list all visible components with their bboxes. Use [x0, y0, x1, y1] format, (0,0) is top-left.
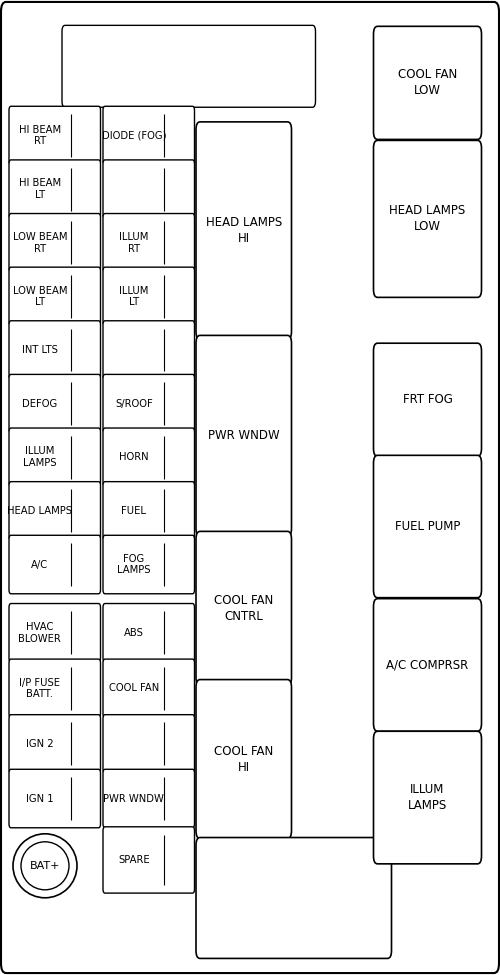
FancyBboxPatch shape: [9, 267, 101, 326]
Text: BAT+: BAT+: [30, 861, 60, 871]
Text: HEAD LAMPS
HI: HEAD LAMPS HI: [206, 216, 282, 245]
Text: LOW BEAM
RT: LOW BEAM RT: [12, 232, 67, 254]
FancyBboxPatch shape: [9, 160, 101, 218]
Text: PWR WNDW: PWR WNDW: [104, 794, 164, 803]
Text: COOL FAN
CNTRL: COOL FAN CNTRL: [214, 594, 274, 623]
FancyBboxPatch shape: [196, 335, 292, 536]
FancyBboxPatch shape: [374, 26, 482, 139]
Text: ILLUM
LAMPS: ILLUM LAMPS: [408, 783, 447, 812]
Text: ILLUM
RT: ILLUM RT: [119, 232, 148, 254]
Text: FUEL PUMP: FUEL PUMP: [395, 520, 460, 533]
Text: ILLUM
LAMPS: ILLUM LAMPS: [23, 447, 56, 468]
Text: IGN 1: IGN 1: [26, 794, 54, 803]
FancyBboxPatch shape: [9, 535, 101, 594]
FancyBboxPatch shape: [196, 838, 392, 958]
FancyBboxPatch shape: [9, 769, 101, 828]
Text: DIODE (FOG): DIODE (FOG): [102, 131, 166, 140]
Text: DEFOG: DEFOG: [22, 399, 58, 409]
FancyBboxPatch shape: [103, 374, 194, 433]
Text: ILLUM
LT: ILLUM LT: [119, 286, 148, 307]
Text: FOG
LAMPS: FOG LAMPS: [117, 554, 150, 575]
Text: HI BEAM
RT: HI BEAM RT: [19, 125, 61, 146]
Text: LOW BEAM
LT: LOW BEAM LT: [12, 286, 67, 307]
FancyBboxPatch shape: [9, 106, 101, 165]
Text: INT LTS: INT LTS: [22, 345, 58, 355]
FancyBboxPatch shape: [103, 482, 194, 540]
FancyBboxPatch shape: [9, 428, 101, 487]
Text: COOL FAN
LOW: COOL FAN LOW: [398, 68, 457, 98]
Text: SPARE: SPARE: [118, 855, 150, 865]
Text: COOL FAN
HI: COOL FAN HI: [214, 745, 274, 773]
Text: IGN 2: IGN 2: [26, 739, 54, 749]
FancyBboxPatch shape: [374, 343, 482, 456]
FancyBboxPatch shape: [9, 482, 101, 540]
FancyBboxPatch shape: [103, 715, 194, 773]
FancyBboxPatch shape: [374, 731, 482, 864]
FancyBboxPatch shape: [9, 374, 101, 433]
FancyBboxPatch shape: [103, 428, 194, 487]
Text: HEAD LAMPS: HEAD LAMPS: [8, 506, 72, 516]
FancyBboxPatch shape: [9, 604, 101, 662]
FancyBboxPatch shape: [9, 659, 101, 718]
Text: PWR WNDW: PWR WNDW: [208, 429, 280, 443]
Ellipse shape: [13, 834, 77, 898]
Text: HVAC
BLOWER: HVAC BLOWER: [18, 622, 61, 644]
FancyBboxPatch shape: [374, 599, 482, 731]
Text: HI BEAM
LT: HI BEAM LT: [19, 178, 61, 200]
FancyBboxPatch shape: [103, 827, 194, 893]
FancyBboxPatch shape: [62, 25, 316, 107]
Text: FRT FOG: FRT FOG: [402, 393, 452, 407]
FancyBboxPatch shape: [103, 160, 194, 218]
Text: HEAD LAMPS
LOW: HEAD LAMPS LOW: [390, 205, 466, 233]
FancyBboxPatch shape: [103, 106, 194, 165]
FancyBboxPatch shape: [196, 680, 292, 838]
FancyBboxPatch shape: [196, 531, 292, 685]
Text: S/ROOF: S/ROOF: [115, 399, 153, 409]
Text: A/C COMPRSR: A/C COMPRSR: [386, 658, 468, 672]
FancyBboxPatch shape: [374, 455, 482, 598]
FancyBboxPatch shape: [9, 214, 101, 272]
Ellipse shape: [21, 841, 69, 890]
FancyBboxPatch shape: [374, 140, 482, 297]
FancyBboxPatch shape: [103, 769, 194, 828]
FancyBboxPatch shape: [103, 535, 194, 594]
FancyBboxPatch shape: [103, 267, 194, 326]
FancyBboxPatch shape: [9, 321, 101, 379]
Text: COOL FAN: COOL FAN: [109, 683, 159, 693]
FancyBboxPatch shape: [196, 122, 292, 339]
FancyBboxPatch shape: [103, 214, 194, 272]
FancyBboxPatch shape: [103, 321, 194, 379]
Text: A/C: A/C: [32, 560, 48, 569]
FancyBboxPatch shape: [9, 715, 101, 773]
FancyBboxPatch shape: [103, 659, 194, 718]
Text: I/P FUSE
BATT.: I/P FUSE BATT.: [20, 678, 60, 699]
Text: ABS: ABS: [124, 628, 144, 638]
Text: HORN: HORN: [119, 452, 148, 462]
Text: FUEL: FUEL: [122, 506, 146, 516]
FancyBboxPatch shape: [103, 604, 194, 662]
